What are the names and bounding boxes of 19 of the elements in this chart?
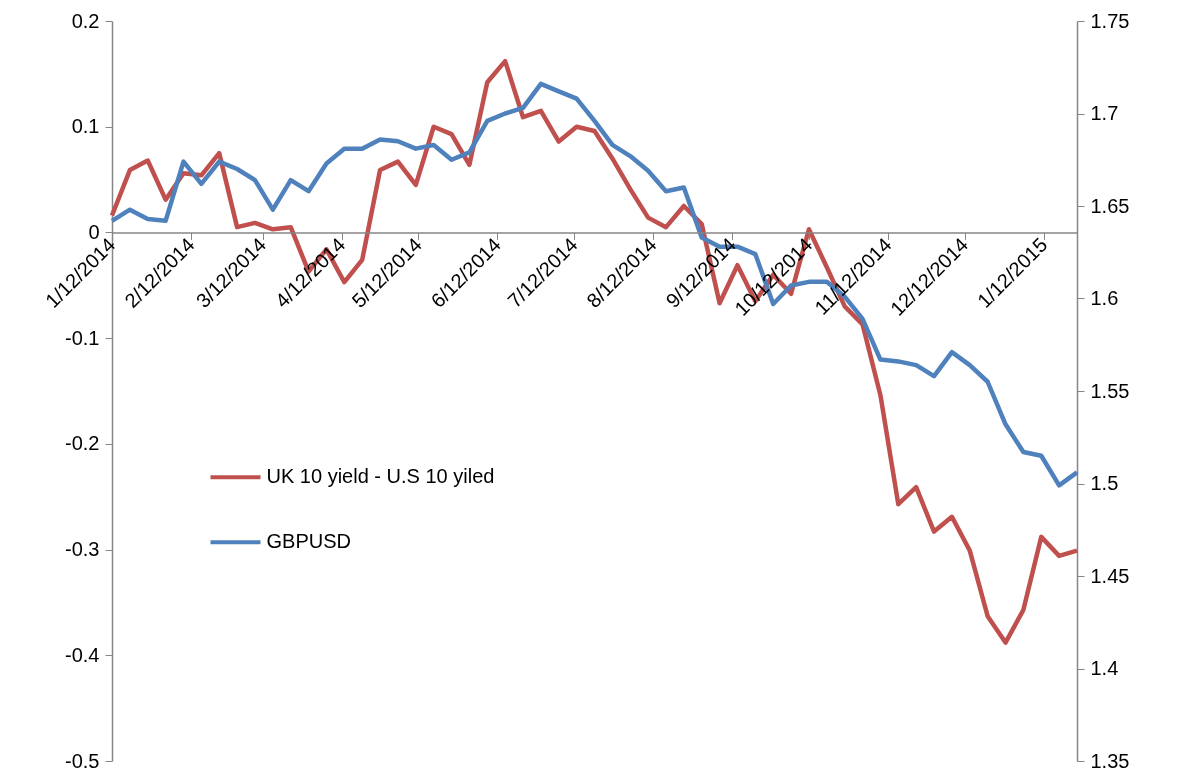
y2-tick-label: 1.55: [1090, 379, 1130, 402]
y-tick-label: -0.3: [65, 538, 100, 561]
y-tick-label: 0.1: [71, 115, 100, 138]
y2-tick-label: 1.35: [1090, 749, 1130, 772]
y-tick-label: -0.1: [65, 326, 100, 349]
y-tick-label: -0.4: [65, 643, 100, 666]
legend-label: GBPUSD: [266, 530, 351, 553]
y-tick-label: -0.2: [65, 432, 100, 455]
y2-tick-label: 1.65: [1090, 194, 1130, 217]
y-tick-label: 0.2: [71, 9, 100, 32]
legend-label: UK 10 yield - U.S 10 yiled: [266, 465, 495, 488]
y2-tick-label: 1.7: [1090, 102, 1119, 124]
y2-tick-label: 1.5: [1090, 472, 1119, 494]
y-tick-label: 0: [88, 220, 100, 243]
y2-tick-label: 1.45: [1090, 564, 1130, 587]
y2-tick-label: 1.75: [1090, 9, 1130, 32]
y2-tick-label: 1.6: [1090, 287, 1119, 309]
y2-tick-label: 1.4: [1090, 657, 1119, 679]
y-tick-label: -0.5: [65, 749, 100, 772]
